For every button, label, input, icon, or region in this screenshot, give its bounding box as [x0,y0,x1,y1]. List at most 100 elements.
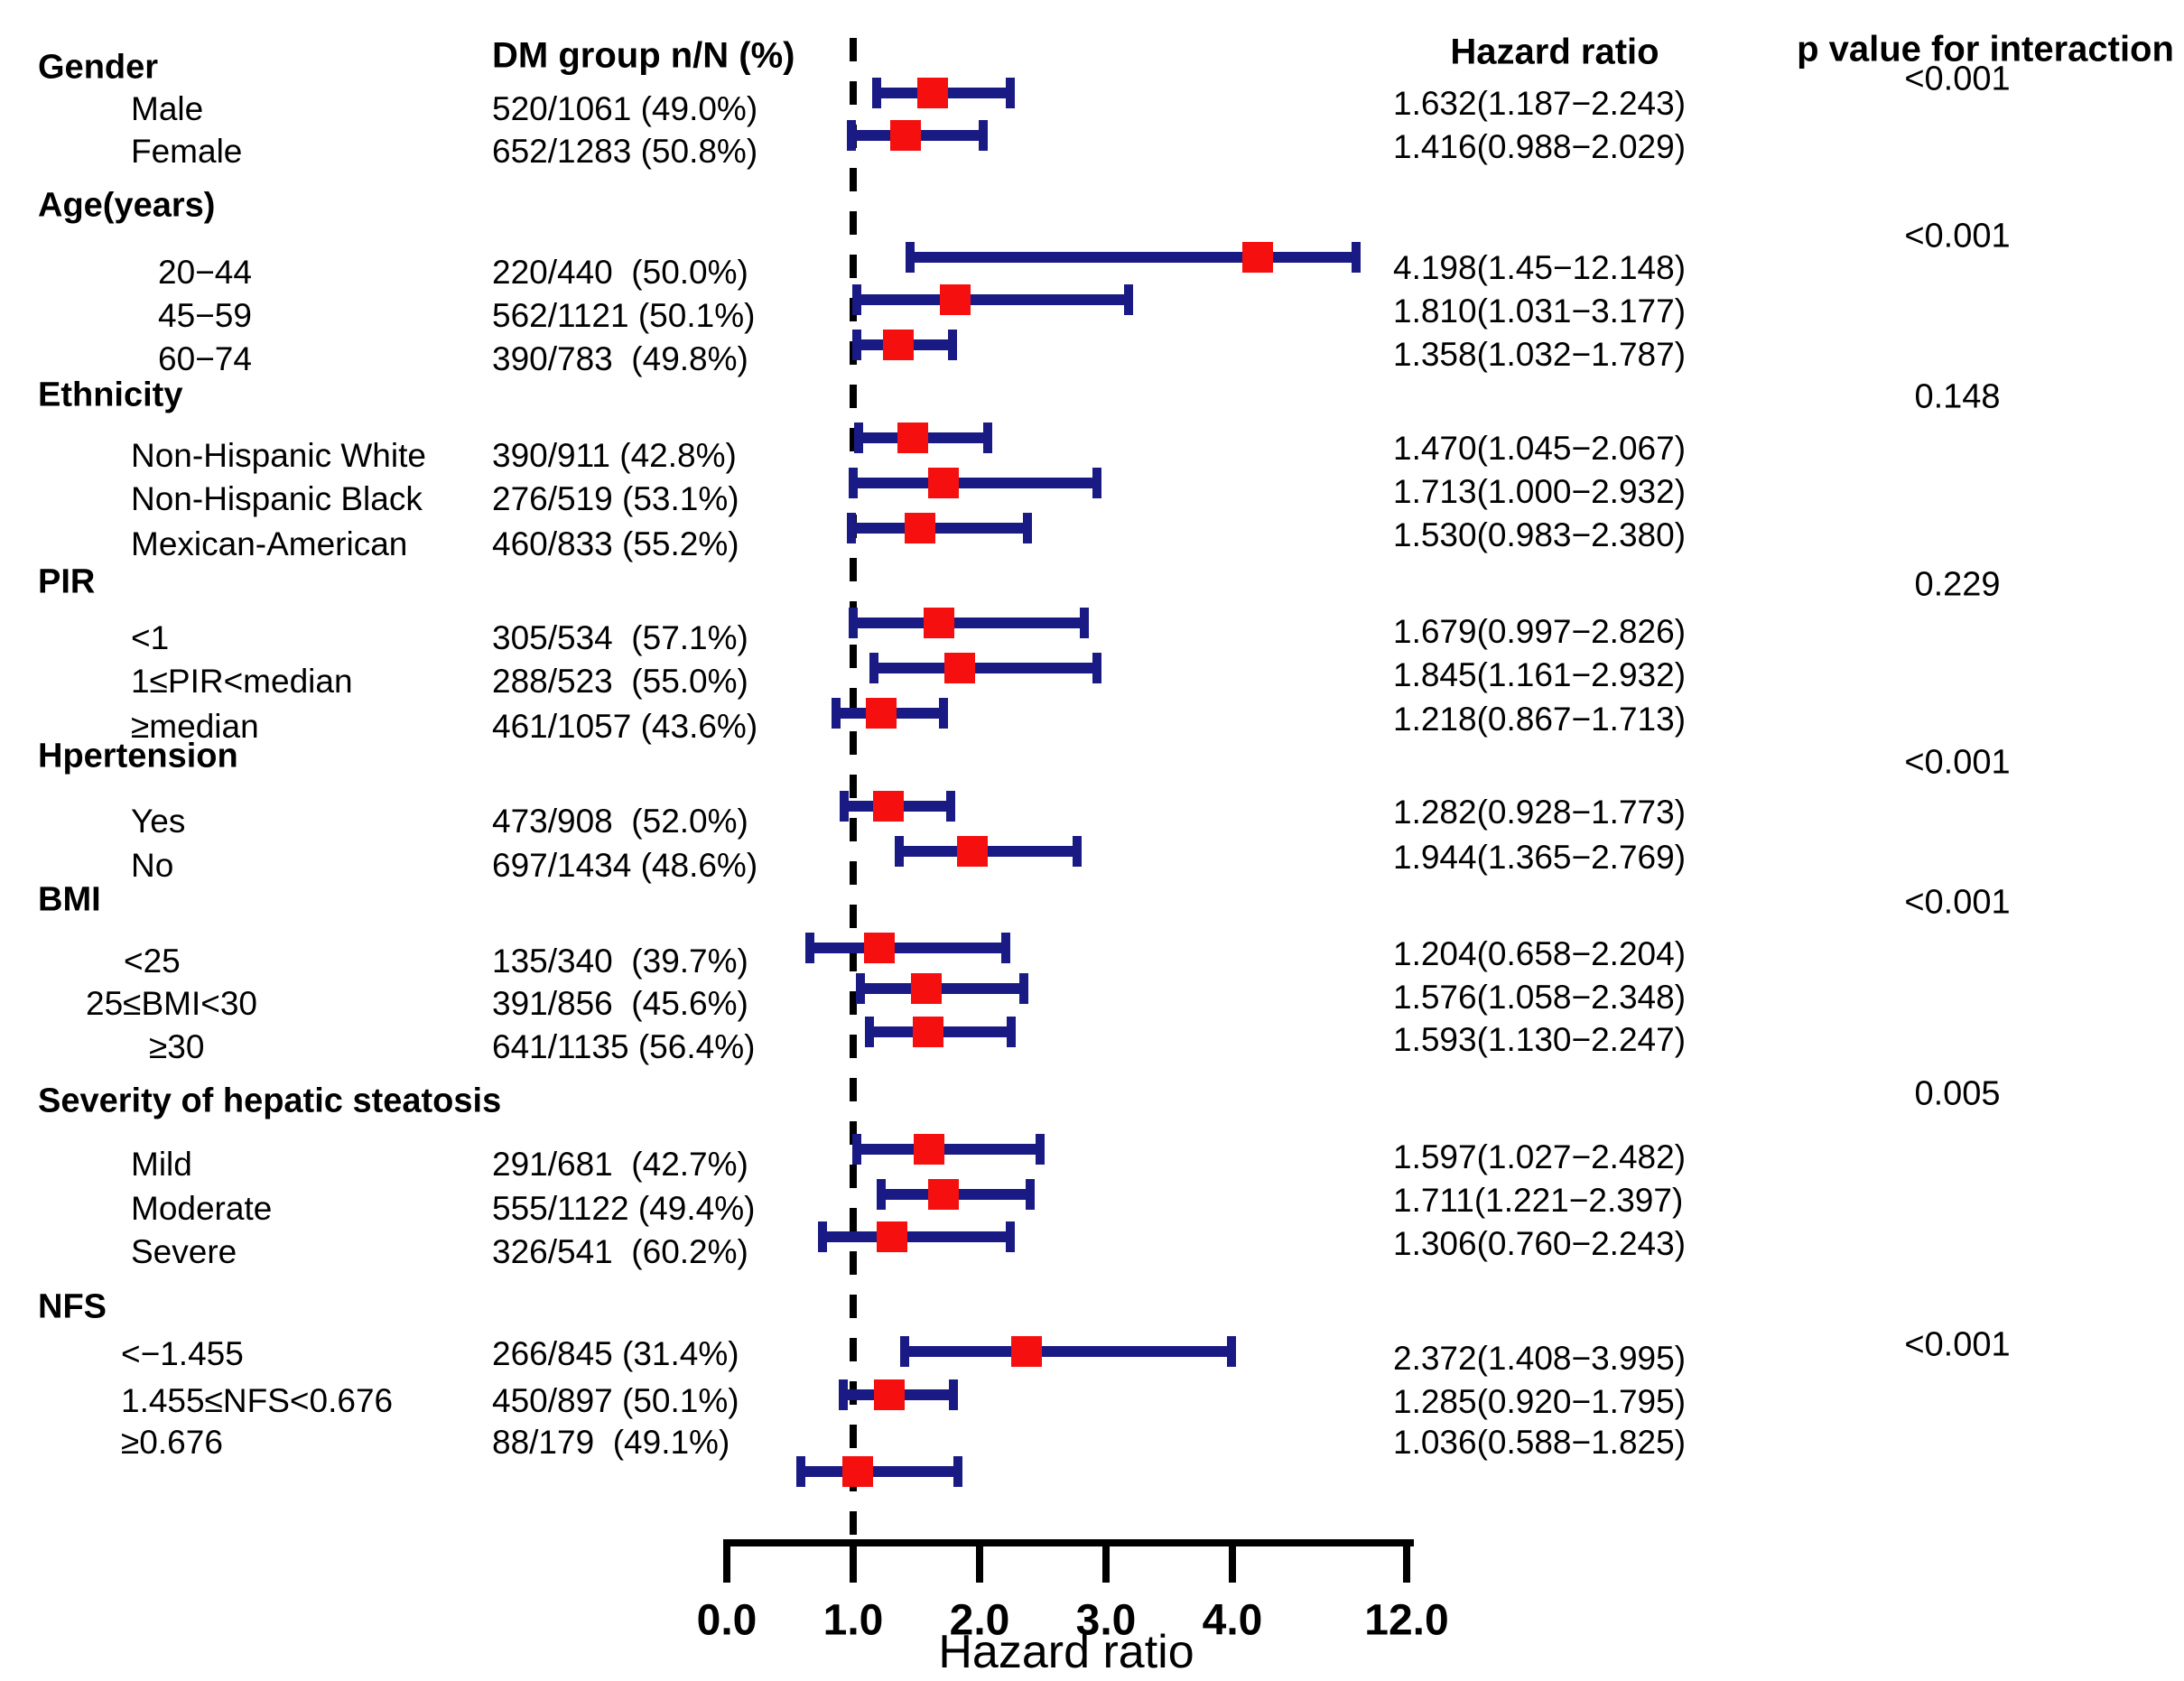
ci-cap-left [872,78,882,108]
ci-cap-right [1018,973,1028,1004]
ci-cap-left [832,698,841,729]
row-n-of-N: 555/1122 (49.4%) [492,1190,756,1227]
ci-bar [850,523,1028,534]
ci-cap-right [1092,653,1102,683]
hr-point-marker [957,836,989,867]
ci-cap-right [1000,933,1010,963]
group-header-label: Gender [38,48,159,87]
row-label: Male [131,90,204,127]
row-label: Female [131,133,243,170]
hr-point-marker [863,933,895,963]
x-axis-tick [1102,1539,1110,1583]
ci-cap-right [1123,284,1133,315]
row-label: Yes [131,803,186,840]
ci-cap-right [1227,1336,1237,1367]
row-hr-ci-text: 1.711(1.221−2.397) [1393,1182,1684,1219]
x-axis-tick [1403,1539,1410,1583]
ci-cap-left [805,933,815,963]
row-hr-ci-text: 1.845(1.161−2.932) [1393,656,1687,693]
x-axis-tick-label: 4.0 [1202,1596,1263,1645]
x-axis-tick-label: 0.0 [696,1596,757,1645]
ci-bar [910,252,1356,263]
x-axis-tick-label: 3.0 [1075,1596,1137,1645]
ci-cap-left [839,791,849,822]
ci-cap-left [796,1456,806,1487]
group-header-label: Age(years) [38,186,216,225]
row-label: Non-Hispanic White [131,437,426,474]
ci-cap-right [1079,608,1089,638]
row-hr-ci-text: 1.632(1.187−2.243) [1393,85,1687,122]
row-n-of-N: 652/1283 (50.8%) [492,133,758,170]
row-label: 20−44 [158,254,252,291]
ci-cap-left [818,1221,828,1252]
ci-bar [905,1346,1232,1357]
ci-cap-right [1025,1179,1035,1210]
ci-cap-left [869,653,878,683]
row-label: Moderate [131,1190,273,1227]
ci-cap-left [900,1336,910,1367]
hr-point-marker [873,791,905,822]
hr-point-marker [913,1134,944,1165]
row-label: No [131,847,174,884]
ci-cap-right [1006,1221,1016,1252]
group-header-label: NFS [38,1287,107,1326]
ci-cap-right [1352,242,1361,273]
p-value: 0.005 [1914,1074,2001,1113]
ci-cap-right [1006,1017,1016,1047]
ci-cap-left [876,1179,886,1210]
row-hr-ci-text: 1.597(1.027−2.482) [1393,1138,1687,1175]
p-value: <0.001 [1904,1325,2011,1364]
ci-bar [801,1466,958,1477]
reference-line-hr-1 [850,38,857,1539]
hr-point-marker [924,608,955,638]
ci-cap-left [852,284,862,315]
row-n-of-N: 461/1057 (43.6%) [492,708,758,745]
column-header-hazard-ratio: Hazard ratio [1450,32,1659,72]
x-axis-tick [1229,1539,1236,1583]
p-value: <0.001 [1904,883,2011,922]
ci-cap-right [946,791,956,822]
row-hr-ci-text: 1.285(0.920−1.795) [1393,1383,1687,1420]
x-axis-tick-label: 12.0 [1364,1596,1449,1645]
hr-point-marker [940,284,971,315]
row-label: 45−59 [158,297,252,334]
ci-cap-right [938,698,948,729]
row-label: ≥30 [149,1028,205,1065]
hr-point-marker [917,78,949,108]
hr-point-marker [897,423,928,453]
ci-cap-left [895,836,905,867]
x-axis-tick [723,1539,730,1583]
row-hr-ci-text: 1.416(0.988−2.029) [1393,128,1687,165]
row-n-of-N: 450/897 (50.1%) [492,1382,739,1419]
row-n-of-N: 391/856 (45.6%) [492,985,748,1022]
hr-point-marker [913,1017,944,1047]
hr-point-marker [1011,1336,1043,1367]
row-label: 1≤PIR<median [131,663,353,700]
ci-bar [899,846,1077,857]
ci-cap-right [1092,468,1102,498]
ci-cap-right [949,1379,959,1410]
group-header-label: BMI [38,880,101,919]
ci-cap-left [838,1379,848,1410]
row-label: <1 [131,619,170,656]
ci-bar [853,478,1098,488]
ci-cap-left [849,468,858,498]
hr-point-marker [883,330,915,360]
row-hr-ci-text: 1.204(0.658−2.204) [1393,935,1687,972]
hr-point-marker [865,698,897,729]
row-n-of-N: 697/1434 (48.6%) [492,847,758,884]
row-hr-ci-text: 1.218(0.867−1.713) [1393,701,1687,738]
ci-cap-right [983,423,993,453]
row-hr-ci-text: 1.470(1.045−2.067) [1393,430,1687,467]
row-label: ≥0.676 [121,1424,223,1461]
x-axis-tick-label: 2.0 [949,1596,1010,1645]
hr-point-marker [927,1179,959,1210]
ci-bar [810,943,1006,953]
row-n-of-N: 520/1061 (49.0%) [492,90,758,127]
ci-cap-right [948,330,958,360]
row-hr-ci-text: 2.372(1.408−3.995) [1393,1340,1687,1377]
group-header-label: Ethnicity [38,376,183,414]
group-header-label: Severity of hepatic steatosis [38,1082,502,1120]
ci-cap-right [1072,836,1082,867]
ci-bar [860,983,1024,994]
